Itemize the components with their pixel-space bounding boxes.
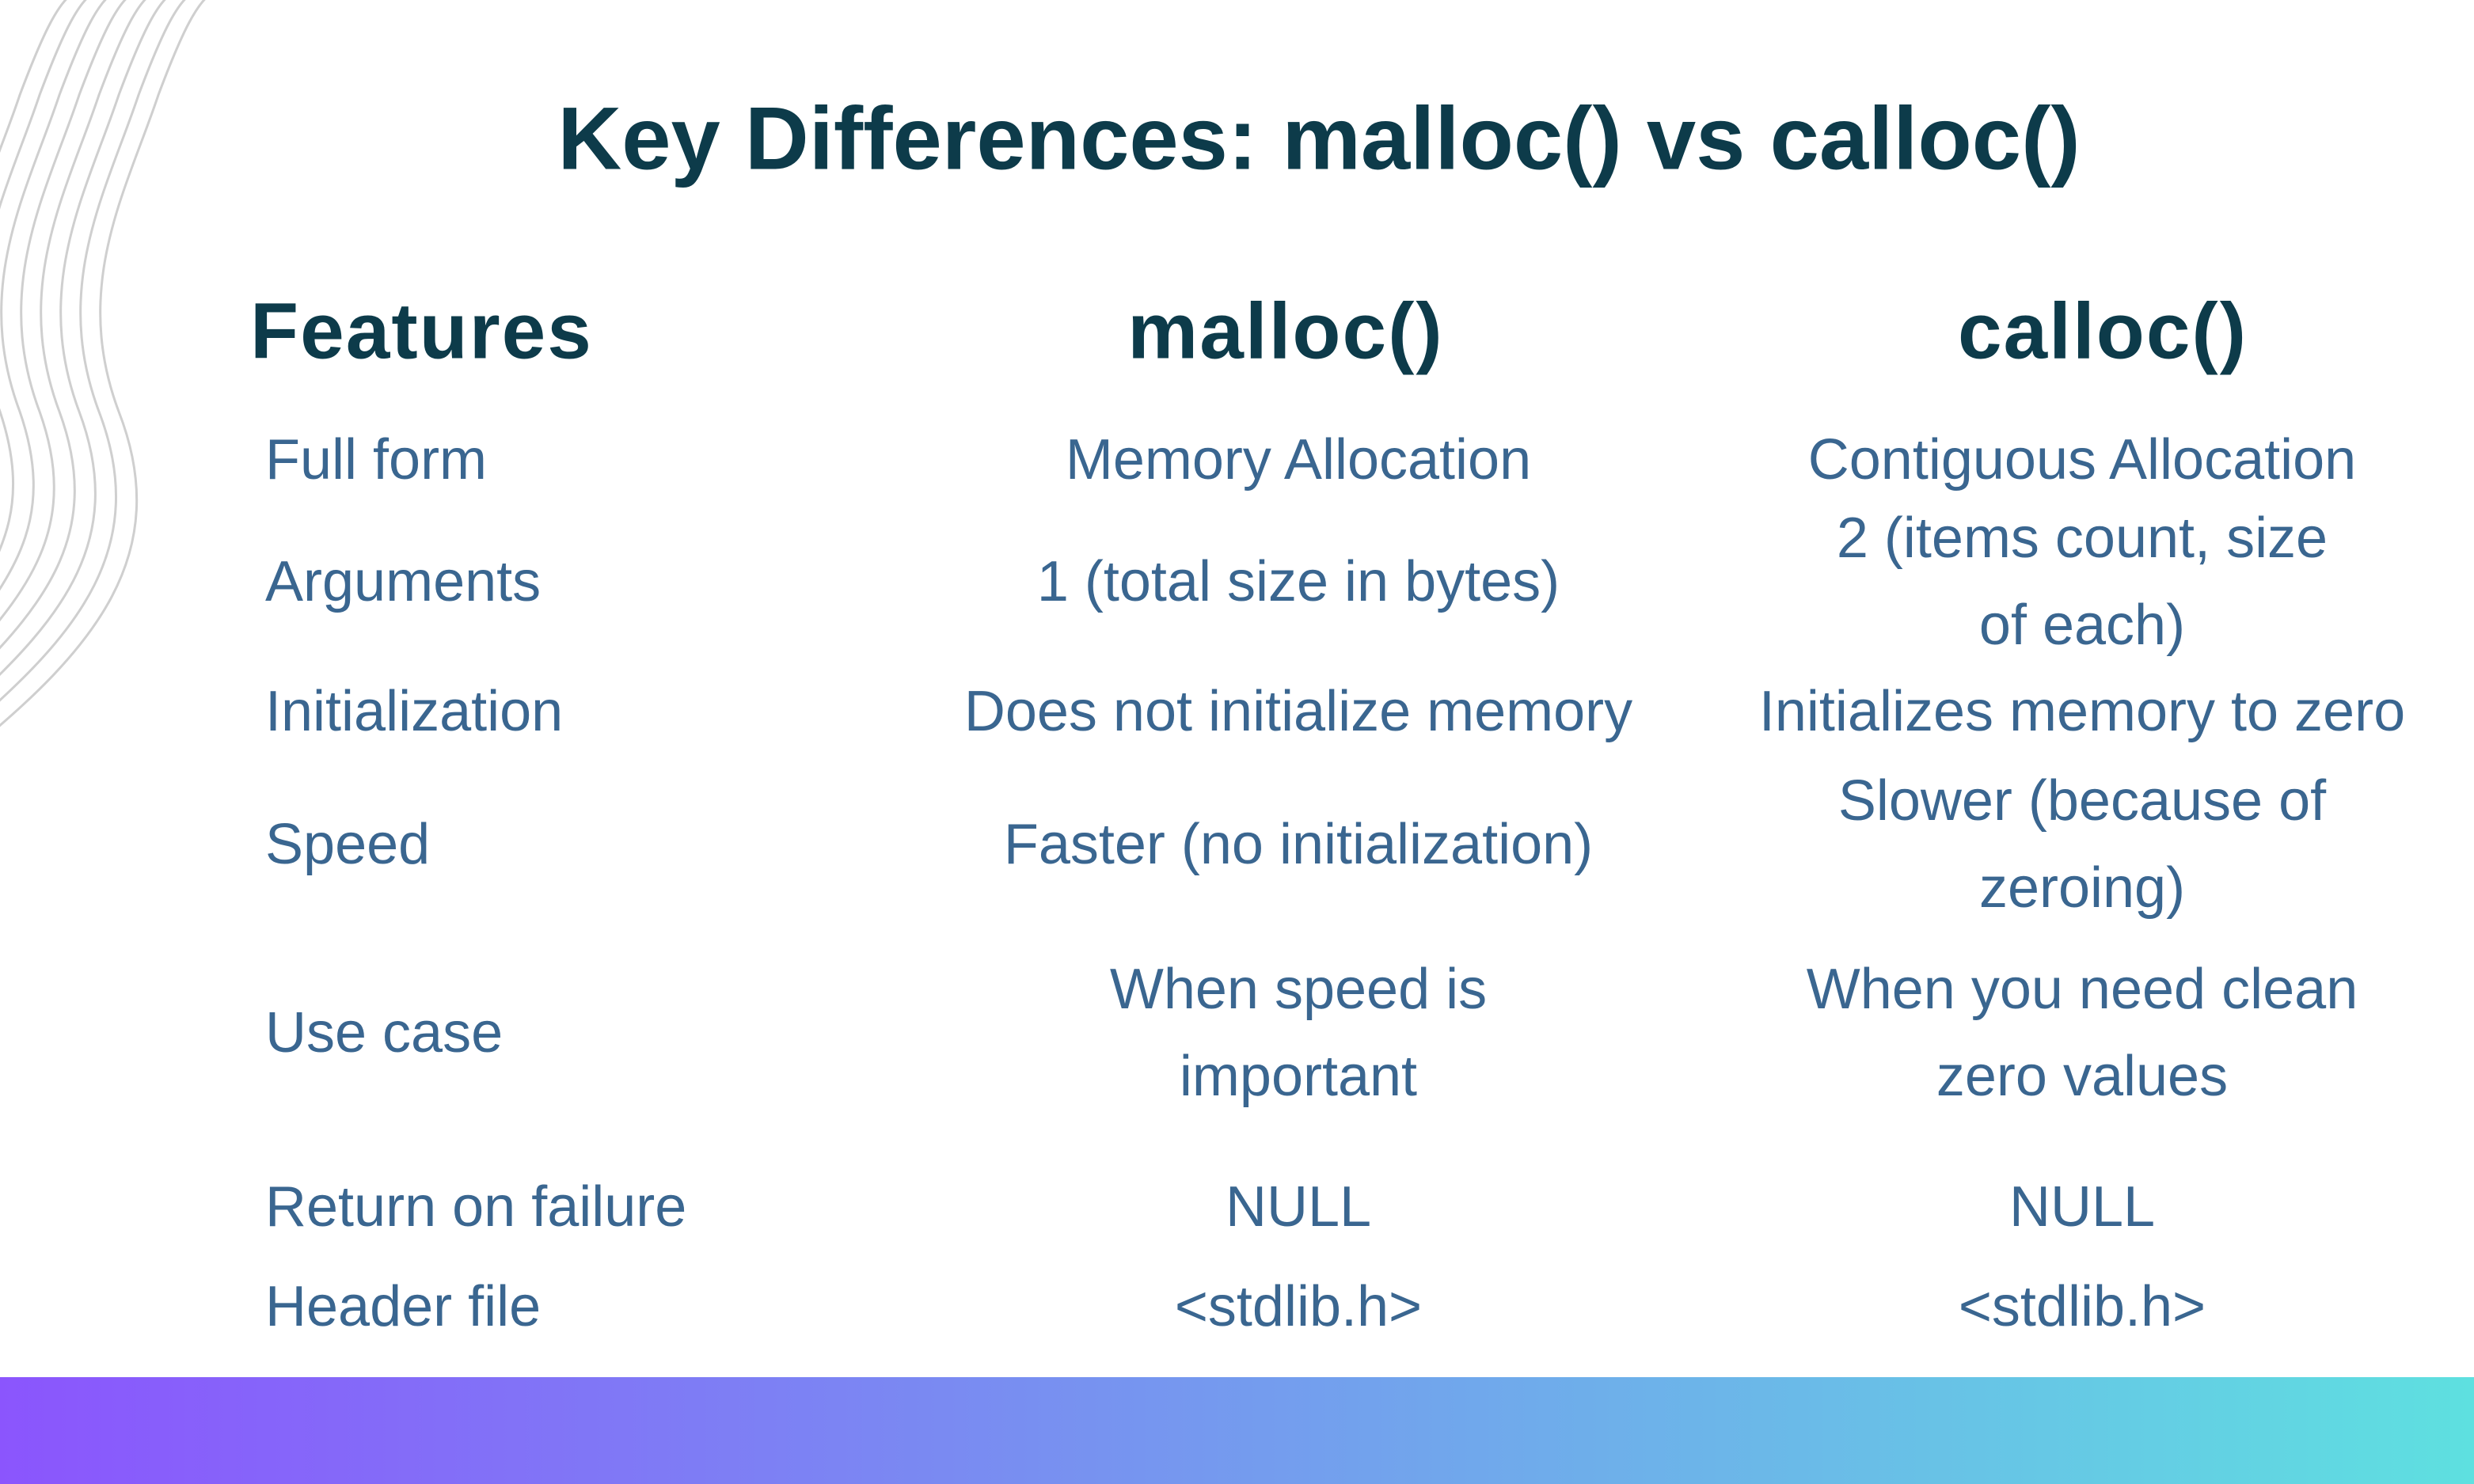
table-cell: Does not initialize memory: [964, 680, 1632, 743]
table-cell: <stdlib.h>: [1959, 1275, 2206, 1338]
table-cell: Header file: [265, 1275, 541, 1338]
table-cell: Contiguous Allocation: [1808, 428, 2356, 492]
table-cell: Speed: [265, 813, 430, 876]
table-cell: <stdlib.h>: [1175, 1275, 1422, 1338]
table-cell: Initializes memory to zero: [1759, 680, 2405, 743]
table-cell: zeroing): [1979, 856, 2185, 920]
table-cell: 2 (items count, size: [1837, 507, 2328, 570]
footer-bar: [0, 1377, 2474, 1484]
table-cell: important: [1180, 1045, 1417, 1108]
table-cell: Return on failure: [265, 1175, 686, 1239]
table-cell: Arguments: [265, 550, 541, 613]
wave-decoration: [0, 0, 206, 727]
table-cell: Full form: [265, 428, 487, 492]
table-cell: NULL: [1226, 1175, 1371, 1239]
column-header: malloc(): [1127, 287, 1443, 375]
table-cell: Faster (no initialization): [1004, 813, 1593, 876]
column-header: Features: [250, 287, 593, 375]
column-header: calloc(): [1958, 287, 2248, 375]
table-cell: zero values: [1936, 1045, 2228, 1108]
table-cell: of each): [1979, 594, 2185, 657]
table-cell: Use case: [265, 1001, 503, 1065]
table-cell: NULL: [2009, 1175, 2155, 1239]
table-cell: When you need clean: [1807, 958, 2358, 1021]
table-cell: Slower (because of: [1838, 769, 2327, 833]
table-cell: 1 (total size in bytes): [1037, 550, 1560, 613]
title: Key Differences: malloc() vs calloc(): [557, 89, 2080, 188]
table-cell: Memory Allocation: [1066, 428, 1531, 492]
table-cell: Initialization: [265, 680, 563, 743]
table-cell: When speed is: [1110, 958, 1487, 1021]
